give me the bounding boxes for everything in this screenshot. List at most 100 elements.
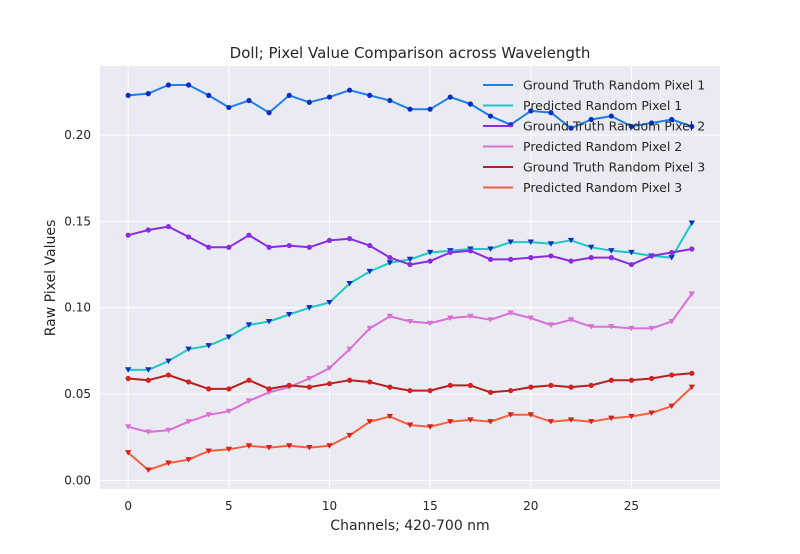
- data-point: [145, 377, 151, 383]
- data-point: [528, 108, 534, 114]
- y-tick-label: 0.10: [64, 301, 91, 315]
- data-point: [326, 299, 333, 306]
- data-point: [487, 246, 494, 252]
- data-point: [165, 372, 172, 378]
- data-point: [185, 234, 192, 240]
- data-point: [668, 403, 675, 410]
- data-point: [265, 445, 273, 451]
- data-point: [367, 379, 373, 385]
- series-group: [124, 291, 696, 435]
- data-point: [245, 398, 253, 404]
- series-group: [125, 370, 695, 395]
- data-point: [587, 419, 595, 425]
- series-group: [124, 220, 696, 373]
- data-point: [407, 261, 413, 268]
- data-point: [387, 255, 393, 261]
- legend-entry-label: Predicted Random Pixel 2: [523, 139, 682, 154]
- data-point: [185, 346, 192, 353]
- data-point: [386, 313, 394, 320]
- data-point: [447, 382, 453, 389]
- data-point: [689, 246, 695, 252]
- data-point: [608, 255, 614, 261]
- data-point: [367, 242, 373, 249]
- y-tick-label: 0.20: [64, 128, 91, 142]
- data-point: [527, 315, 534, 321]
- data-point: [125, 232, 131, 238]
- data-point: [165, 223, 172, 230]
- data-point: [347, 87, 353, 93]
- data-point: [326, 381, 333, 387]
- data-point: [528, 255, 534, 261]
- data-point: [125, 375, 131, 382]
- data-point: [124, 450, 132, 456]
- data-point: [548, 382, 554, 389]
- data-point: [487, 256, 494, 262]
- data-point: [628, 413, 635, 420]
- data-point: [467, 417, 474, 423]
- data-point: [628, 261, 635, 268]
- series-group: [125, 223, 695, 268]
- data-point: [205, 343, 212, 349]
- data-point: [547, 419, 555, 425]
- data-point: [608, 377, 614, 383]
- data-point: [286, 443, 293, 449]
- data-point: [124, 424, 132, 430]
- data-point: [326, 443, 333, 449]
- data-point: [245, 322, 253, 328]
- data-point: [386, 260, 394, 266]
- data-point: [306, 99, 312, 105]
- data-point: [406, 318, 414, 325]
- data-point: [548, 253, 554, 259]
- data-point: [407, 387, 413, 394]
- data-point: [548, 110, 554, 116]
- x-tick-label: 0: [124, 499, 132, 513]
- x-tick-label: 5: [225, 499, 233, 513]
- data-point: [346, 346, 353, 353]
- data-point: [648, 375, 655, 382]
- data-point: [347, 236, 353, 242]
- data-point: [145, 91, 151, 97]
- data-point: [286, 92, 292, 98]
- data-point: [648, 325, 655, 332]
- data-point: [346, 280, 353, 287]
- data-point: [145, 467, 152, 473]
- data-point: [406, 422, 414, 428]
- data-point: [426, 320, 434, 327]
- data-point: [306, 384, 312, 390]
- data-point: [587, 324, 595, 330]
- data-point: [467, 101, 473, 107]
- data-point: [608, 324, 615, 330]
- data-point: [266, 110, 272, 116]
- legend-entry-label: Ground Truth Random Pixel 3: [523, 160, 705, 175]
- data-point: [527, 412, 534, 418]
- data-point: [387, 97, 393, 104]
- data-point: [689, 123, 695, 130]
- data-point: [507, 239, 514, 245]
- data-point: [427, 387, 433, 394]
- data-point: [165, 460, 172, 466]
- data-point: [588, 382, 594, 389]
- data-point: [508, 387, 514, 394]
- data-point: [588, 116, 594, 123]
- data-point: [205, 412, 212, 418]
- chart-title: Doll; Pixel Value Comparison across Wave…: [230, 44, 591, 62]
- data-point: [205, 448, 212, 454]
- data-point: [366, 325, 373, 332]
- data-point: [286, 242, 292, 249]
- data-point: [226, 244, 232, 250]
- data-point: [568, 258, 574, 264]
- x-tick-label: 25: [624, 499, 639, 513]
- data-point: [567, 417, 575, 423]
- data-point: [306, 375, 313, 382]
- data-point: [688, 220, 696, 226]
- y-tick-label: 0.15: [64, 214, 91, 228]
- data-point: [427, 258, 433, 264]
- legend-entry-label: Predicted Random Pixel 3: [523, 180, 682, 195]
- legend-entry-label: Predicted Random Pixel 1: [523, 98, 682, 113]
- data-point: [487, 419, 494, 425]
- data-point: [527, 239, 534, 245]
- data-point: [567, 237, 575, 244]
- data-point: [628, 377, 635, 383]
- data-point: [145, 367, 152, 373]
